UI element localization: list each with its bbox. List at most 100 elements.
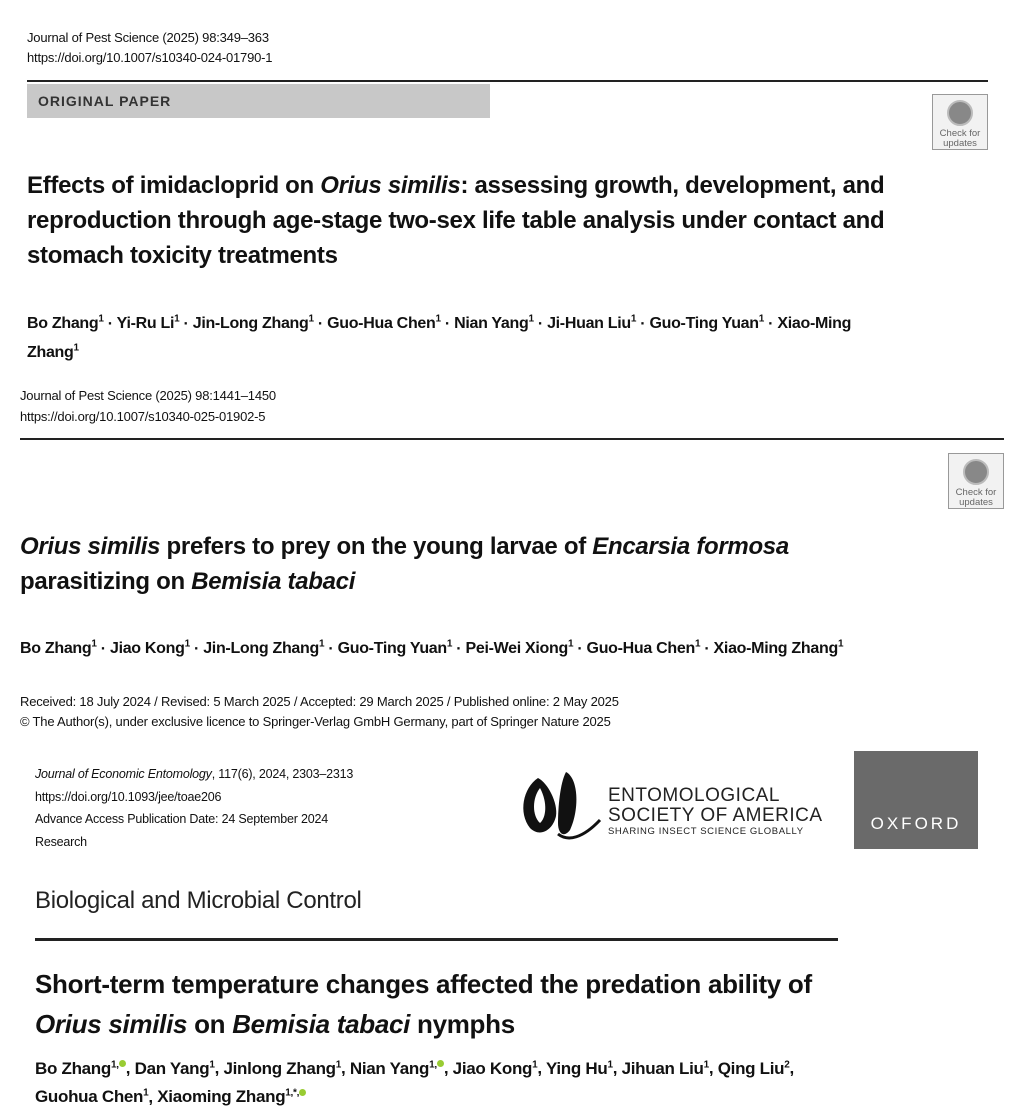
journal-line: Journal of Pest Science (2025) 98:1441–1… — [20, 388, 276, 403]
rule — [20, 438, 1004, 440]
separator: · — [96, 640, 110, 658]
journal-line: Journal of Economic Entomology, 117(6), … — [35, 763, 353, 785]
author-list: Bo Zhang1 · Yi-Ru Li1 · Jin-Long Zhang1 … — [27, 308, 877, 365]
affiliation: 1, — [429, 1059, 437, 1070]
badge-text: Check for updates — [939, 128, 981, 149]
affiliation: 1 — [435, 314, 442, 325]
text-run: Orius similis — [320, 172, 461, 199]
separator: · — [764, 315, 778, 333]
affiliation: 1 — [318, 639, 325, 650]
separator: , — [708, 1058, 718, 1078]
paper-label: ORIGINAL PAPER — [38, 93, 172, 109]
author-name: Jinlong Zhang — [223, 1058, 336, 1078]
text-run: Encarsia formosa — [592, 533, 789, 560]
text-run: parasitizing on — [20, 568, 192, 595]
access-date: Advance Access Publication Date: 24 Sept… — [35, 812, 328, 826]
affiliation: 1 — [630, 314, 637, 325]
author-name: Bo Zhang — [20, 640, 92, 658]
journal-line: Journal of Pest Science (2025) 98:349–36… — [27, 30, 269, 45]
author: Guo-Hua Chen1 — [327, 314, 442, 333]
author: Dan Yang1 — [135, 1059, 215, 1078]
author-name: Yi-Ru Li — [116, 315, 175, 333]
author: Pei-Wei Xiong1 — [465, 639, 574, 658]
separator: , — [443, 1058, 453, 1078]
affiliation: 1,*, — [285, 1087, 300, 1099]
author-name: Ji-Huan Liu — [547, 315, 631, 333]
author-name: Dan Yang — [134, 1058, 210, 1078]
author: Nian Yang1, — [350, 1059, 444, 1078]
paper-title: Short-term temperature changes affected … — [35, 964, 825, 1044]
text-run: on — [187, 1009, 233, 1039]
author-name: Xiao-Ming Zhang — [27, 315, 852, 361]
affiliation: 1 — [184, 639, 191, 650]
separator: · — [179, 315, 193, 333]
author: Jinlong Zhang1 — [223, 1059, 341, 1078]
separator: · — [189, 640, 204, 658]
society-tagline: SHARING INSECT SCIENCE GLOBALLY — [608, 826, 804, 837]
author-name: Guo-Hua Chen — [586, 640, 696, 658]
author-name: Jihuan Liu — [621, 1058, 704, 1078]
author: Jin-Long Zhang1 — [193, 314, 314, 332]
doi: https://doi.org/10.1007/s10340-024-01790… — [27, 50, 273, 65]
affiliation: 1 — [446, 639, 453, 650]
affiliation: 1 — [209, 1059, 215, 1070]
author-name: Guohua Chen — [35, 1087, 144, 1107]
author: Bo Zhang1 — [20, 639, 97, 658]
text-run: Effects of imidacloprid on — [27, 172, 321, 199]
update-badge[interactable]: Check for updates — [932, 94, 988, 150]
author-name: Xiao-Ming Zhang — [713, 640, 839, 658]
paper-title: Effects of imidacloprid on Orius similis… — [27, 168, 907, 273]
author: Guohua Chen1 — [35, 1087, 149, 1107]
separator: , — [125, 1058, 135, 1078]
author: Guo-Ting Yuan1 — [649, 314, 765, 332]
separator: · — [452, 640, 466, 658]
affiliation: 1 — [694, 639, 701, 650]
author: Guo-Hua Chen1 — [586, 639, 701, 658]
society-line: SOCIETY OF AMERICA — [608, 805, 823, 826]
affiliation: 1 — [143, 1087, 149, 1099]
author-name: Bo Zhang — [35, 1058, 111, 1078]
publisher-logo: OXFORD — [854, 751, 978, 849]
doi: https://doi.org/10.1007/s10340-025-01902… — [20, 409, 266, 424]
separator: , — [612, 1058, 622, 1078]
author-name: Nian Yang — [349, 1058, 430, 1078]
separator: , — [789, 1058, 799, 1078]
society-line: ENTOMOLOGICAL — [608, 785, 780, 806]
affiliation: 1, — [110, 1059, 119, 1070]
author: Bo Zhang1, — [35, 1059, 126, 1078]
text-run: Journal of Economic Entomology — [35, 767, 212, 781]
update-badge[interactable]: Check for updates — [948, 453, 1004, 509]
author-name: Pei-Wei Xiong — [465, 640, 568, 658]
separator: , — [537, 1058, 546, 1078]
affiliation: 2 — [784, 1059, 790, 1070]
badge-text: Check for updates — [955, 487, 997, 508]
author-name: Guo-Hua Chen — [327, 315, 436, 333]
affiliation: 1 — [335, 1059, 342, 1070]
separator: · — [533, 315, 548, 333]
orcid-icon — [118, 1060, 126, 1067]
society-name: ENTOMOLOGICAL SOCIETY OF AMERICA SHARING… — [608, 786, 823, 838]
separator: · — [313, 315, 328, 333]
text-run: Bemisia tabaci — [232, 1009, 411, 1039]
rule — [35, 938, 838, 941]
author: Guo-Ting Yuan1 — [338, 639, 453, 657]
author-name: Ying Hu — [545, 1058, 608, 1078]
separator: · — [573, 640, 587, 658]
author: Jihuan Liu1 — [621, 1058, 710, 1078]
affiliation: 1 — [98, 314, 104, 325]
author-name: Jiao Kong — [452, 1058, 533, 1078]
author: Ying Hu1 — [546, 1059, 613, 1078]
article-type: Research — [35, 835, 87, 849]
text-run: : assessing growth, development, and rep… — [27, 172, 885, 269]
text-run: nymphs — [410, 1009, 515, 1039]
affiliation: 1 — [567, 639, 574, 650]
affiliation: 1 — [607, 1059, 613, 1070]
orcid-icon — [436, 1060, 444, 1067]
affiliation: 1 — [758, 314, 765, 325]
doi: https://doi.org/10.1093/jee/toae206 — [35, 790, 222, 804]
author: Qing Liu2 — [718, 1059, 790, 1078]
text-run: Short-term temperature changes affected … — [35, 969, 812, 999]
author: Nian Yang1 — [454, 314, 534, 332]
affiliation: 1 — [91, 639, 97, 650]
dates: Received: 18 July 2024 / Revised: 5 Marc… — [20, 694, 619, 709]
